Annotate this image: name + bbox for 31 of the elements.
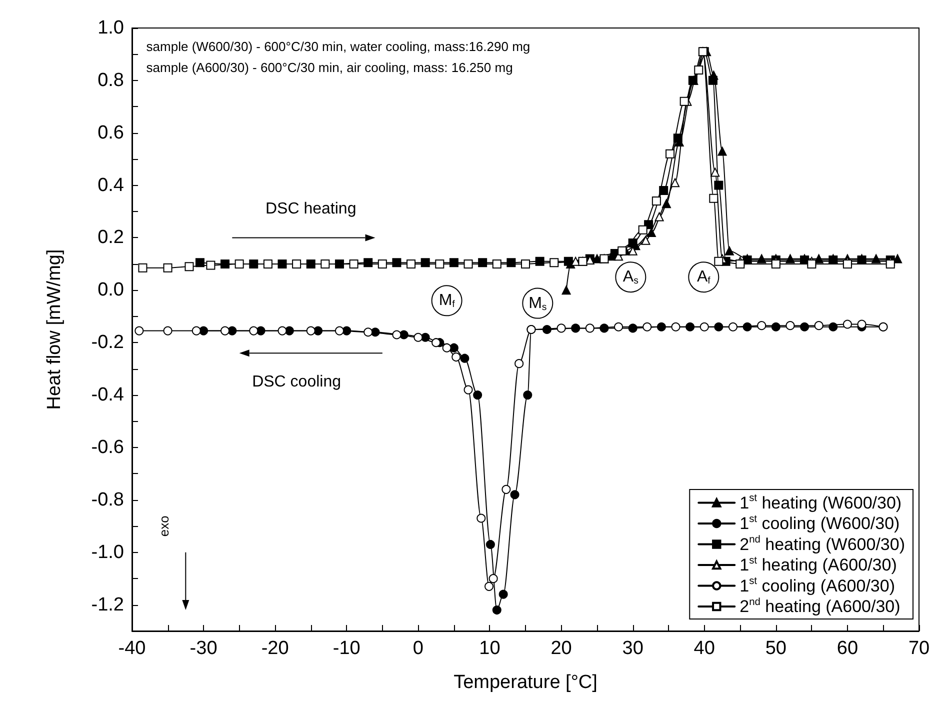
annotation: sample (W600/30) - 600°C/30 min, water cooling, mass:16.290 mg (146, 38, 530, 54)
y-tick-label: -0.6 (91, 436, 124, 458)
x-tick-label: -10 (332, 638, 360, 659)
y-tick-label: 0.6 (98, 122, 124, 144)
y-axis-title: Heat flow [mW/mg] (44, 249, 65, 410)
y-tick-label: -1.0 (91, 542, 124, 563)
x-tick-label: 70 (908, 638, 930, 659)
x-tick-label: 50 (765, 638, 786, 659)
x-tick-label: 30 (622, 638, 644, 659)
x-tick-label: -30 (190, 638, 218, 659)
x-axis-title: Temperature [°C] (454, 672, 598, 693)
x-tick-label: 0 (412, 638, 424, 659)
y-tick-label: 0.4 (98, 174, 124, 196)
y-tick-label: -0.4 (91, 384, 124, 406)
x-tick-label: -20 (261, 638, 289, 659)
y-tick-label: 0.0 (98, 280, 124, 301)
y-tick-label: 0.2 (98, 227, 124, 248)
x-tick-label: 10 (479, 638, 500, 659)
y-tick-label: 0.8 (98, 70, 124, 91)
x-tick-label: 60 (836, 638, 858, 659)
annotation: sample (A600/30) - 600°C/30 min, air cooling, mass: 16.250 mg (146, 60, 513, 75)
y-tick-label: -0.2 (91, 332, 124, 354)
y-tick-label: -0.8 (91, 489, 124, 510)
y-tick-label: 1.0 (98, 18, 124, 38)
x-tick-label: 40 (694, 638, 715, 659)
y-tick-label: -1.2 (91, 594, 124, 616)
annotation: DSC heating (266, 200, 356, 218)
annotation: exo (156, 516, 172, 537)
x-tick-label: -40 (118, 638, 146, 659)
x-tick-label: 20 (550, 638, 572, 659)
annotation: DSC cooling (252, 373, 342, 390)
